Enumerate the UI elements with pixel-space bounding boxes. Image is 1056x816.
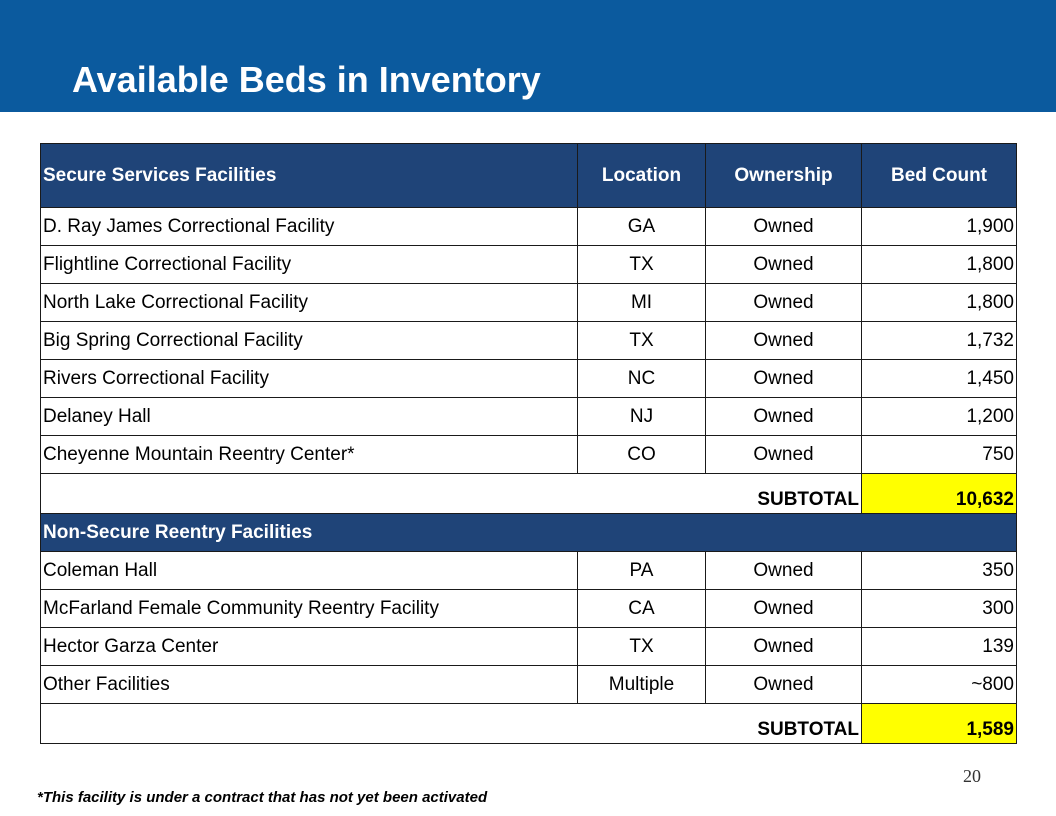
table-header-row: Secure Services Facilities Location Owne…	[40, 143, 1017, 208]
table-row: Big Spring Correctional Facility TX Owned 1…	[40, 321, 1017, 360]
bed-count-cell: 300	[861, 589, 1017, 628]
nonsecure-facilities-group: Coleman Hall PA Owned 350 McFarland Female C…	[40, 551, 1017, 704]
ownership-cell: Owned	[705, 665, 862, 704]
facility-name-cell: D. Ray James Correctional Facility	[40, 207, 578, 246]
table-row: North Lake Correctional Facility MI Owned 1…	[40, 283, 1017, 322]
table-row: Coleman Hall PA Owned 350	[40, 551, 1017, 590]
bed-count-cell: 139	[861, 627, 1017, 666]
ownership-cell: Owned	[705, 589, 862, 628]
location-cell: TX	[577, 321, 706, 360]
ownership-cell: Owned	[705, 359, 862, 398]
bed-count-cell: 1,900	[861, 207, 1017, 246]
page-title: Available Beds in Inventory	[72, 59, 541, 100]
location-cell: TX	[577, 245, 706, 284]
ownership-cell: Owned	[705, 627, 862, 666]
ownership-cell: Owned	[705, 207, 862, 246]
table-row: Delaney Hall NJ Owned 1,200	[40, 397, 1017, 436]
table-row: Rivers Correctional Facility NC Owned 1,450	[40, 359, 1017, 398]
nonsecure-subtotal-row: SUBTOTAL 1,589	[40, 703, 1017, 744]
facility-name-cell: Cheyenne Mountain Reentry Center*	[40, 435, 578, 474]
secure-subtotal-row: SUBTOTAL 10,632	[40, 473, 1017, 514]
bed-count-cell: 1,800	[861, 283, 1017, 322]
ownership-cell: Owned	[705, 321, 862, 360]
table-row: Other Facilities Multiple Owned ~800	[40, 665, 1017, 704]
subtotal-label: SUBTOTAL	[40, 473, 862, 514]
secure-facilities-group: D. Ray James Correctional Facility GA Owne…	[40, 207, 1017, 474]
table-row: Hector Garza Center TX Owned 139	[40, 627, 1017, 666]
location-cell: NC	[577, 359, 706, 398]
header-ownership: Ownership	[705, 143, 862, 208]
facility-name-cell: Coleman Hall	[40, 551, 578, 590]
facility-name-cell: Big Spring Correctional Facility	[40, 321, 578, 360]
section-header-row: Non-Secure Reentry Facilities	[40, 513, 1017, 552]
bed-count-cell: ~800	[861, 665, 1017, 704]
location-cell: PA	[577, 551, 706, 590]
facility-name-cell: Delaney Hall	[40, 397, 578, 436]
location-cell: Multiple	[577, 665, 706, 704]
ownership-cell: Owned	[705, 435, 862, 474]
page-number: 20	[963, 766, 981, 786]
bed-count-cell: 350	[861, 551, 1017, 590]
bed-count-cell: 1,450	[861, 359, 1017, 398]
facility-name-cell: Rivers Correctional Facility	[40, 359, 578, 398]
location-cell: MI	[577, 283, 706, 322]
subtotal-value: 1,589	[861, 703, 1017, 744]
footnote: *This facility is under a contract that …	[37, 789, 488, 806]
facility-name-cell: Other Facilities	[40, 665, 578, 704]
bed-count-cell: 1,800	[861, 245, 1017, 284]
ownership-cell: Owned	[705, 245, 862, 284]
ownership-cell: Owned	[705, 551, 862, 590]
table-row: Flightline Correctional Facility TX Owned 1…	[40, 245, 1017, 284]
section-label: Non-Secure Reentry Facilities	[40, 513, 1017, 552]
location-cell: GA	[577, 207, 706, 246]
location-cell: NJ	[577, 397, 706, 436]
facility-name-cell: McFarland Female Community Reentry Facil…	[40, 589, 578, 628]
header-location: Location	[577, 143, 706, 208]
location-cell: CA	[577, 589, 706, 628]
bed-count-cell: 750	[861, 435, 1017, 474]
header-bed-count: Bed Count	[861, 143, 1017, 208]
location-cell: TX	[577, 627, 706, 666]
subtotal-value: 10,632	[861, 473, 1017, 514]
ownership-cell: Owned	[705, 283, 862, 322]
beds-table: Secure Services Facilities Location Owne…	[40, 143, 1017, 744]
facility-name-cell: Flightline Correctional Facility	[40, 245, 578, 284]
header-bar	[0, 0, 1056, 112]
table-row: McFarland Female Community Reentry Facil…	[40, 589, 1017, 628]
bed-count-cell: 1,200	[861, 397, 1017, 436]
ownership-cell: Owned	[705, 397, 862, 436]
bed-count-cell: 1,732	[861, 321, 1017, 360]
header-facility: Secure Services Facilities	[40, 143, 578, 208]
table-row: Cheyenne Mountain Reentry Center* CO Owned…	[40, 435, 1017, 474]
table-row: D. Ray James Correctional Facility GA Owne…	[40, 207, 1017, 246]
location-cell: CO	[577, 435, 706, 474]
subtotal-label: SUBTOTAL	[40, 703, 862, 744]
facility-name-cell: Hector Garza Center	[40, 627, 578, 666]
facility-name-cell: North Lake Correctional Facility	[40, 283, 578, 322]
